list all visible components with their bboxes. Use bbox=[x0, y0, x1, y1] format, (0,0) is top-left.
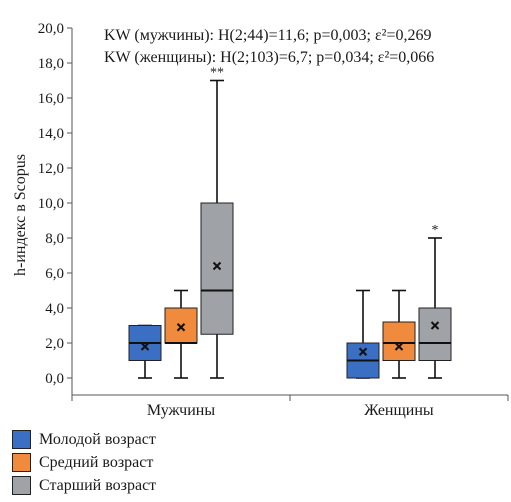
mean-marker bbox=[176, 323, 186, 332]
significance-marker: ** bbox=[210, 66, 224, 81]
y-tick-label: 0,0 bbox=[45, 371, 64, 387]
x-category-label: Мужчины bbox=[147, 402, 215, 419]
annotation-kw-men: KW (мужчины): H(2;44)=11,6; p=0,003; ε²=… bbox=[104, 27, 432, 44]
legend-swatch-young bbox=[12, 430, 31, 449]
box-women-1 bbox=[382, 289, 416, 379]
box-men-2: ** bbox=[200, 66, 234, 379]
mean-marker bbox=[430, 321, 440, 330]
mean-marker bbox=[140, 342, 150, 351]
legend-item-middle: Средний возраст bbox=[12, 451, 156, 474]
box-iqr bbox=[164, 307, 198, 344]
legend: Молодой возраст Средний возраст Старший … bbox=[12, 428, 156, 497]
box-iqr bbox=[200, 202, 234, 335]
mean-marker bbox=[212, 261, 222, 271]
legend-label-young: Молодой возраст bbox=[39, 430, 156, 448]
box-men-0 bbox=[128, 324, 162, 379]
mean-marker bbox=[394, 342, 404, 351]
legend-item-young: Молодой возраст bbox=[12, 428, 156, 451]
y-tick-label: 2,0 bbox=[45, 336, 64, 352]
y-tick-label: 14,0 bbox=[38, 126, 64, 142]
legend-label-senior: Старший возраст bbox=[39, 476, 157, 494]
box-iqr bbox=[418, 307, 452, 361]
y-tick-label: 10,0 bbox=[38, 196, 64, 212]
mean-marker bbox=[358, 347, 368, 356]
y-axis-label: h-индекс в Scopus bbox=[12, 154, 29, 276]
box-men-1 bbox=[164, 289, 198, 379]
y-tick-label: 6,0 bbox=[45, 266, 64, 282]
box-women-2: * bbox=[418, 223, 452, 379]
box-women-0 bbox=[346, 289, 380, 379]
y-tick-label: 18,0 bbox=[38, 56, 64, 72]
y-tick-label: 4,0 bbox=[45, 301, 64, 317]
significance-marker: * bbox=[432, 223, 439, 238]
legend-item-senior: Старший возраст bbox=[12, 474, 156, 497]
legend-swatch-senior bbox=[12, 476, 31, 495]
x-category-label: Женщины bbox=[364, 402, 434, 419]
boxplot-chart: 0,0 2,0 4,0 6,0 8,0 10,0 12,0 14,0 16,0 18,0 20,0 М… bbox=[12, 21, 509, 419]
y-tick-label: 20,0 bbox=[38, 21, 64, 37]
y-tick-label: 8,0 bbox=[45, 231, 64, 247]
legend-swatch-middle bbox=[12, 453, 31, 472]
y-tick-label: 12,0 bbox=[38, 161, 64, 177]
box-iqr bbox=[382, 321, 416, 361]
annotation-kw-women: KW (женщины): H(2;103)=6,7; p=0,034; ε²=… bbox=[104, 49, 434, 66]
y-tick-label: 16,0 bbox=[38, 91, 64, 107]
legend-label-middle: Средний возраст bbox=[39, 453, 154, 471]
